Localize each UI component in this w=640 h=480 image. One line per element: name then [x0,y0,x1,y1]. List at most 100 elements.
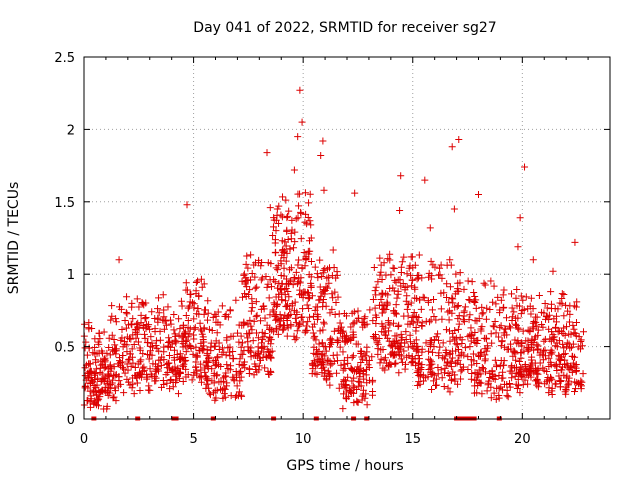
data-point [437,289,445,297]
data-point [243,330,251,338]
data-point [128,303,136,311]
data-point [370,263,378,271]
data-point-outlier [296,86,304,94]
data-point-outlier [448,143,456,151]
data-point [267,283,275,291]
data-point [371,287,379,295]
data-point [316,256,324,264]
data-point [193,370,201,378]
data-point [398,258,406,266]
data-point [100,328,108,336]
data-point [458,336,466,344]
data-point [311,369,319,377]
x-tick-label: 15 [404,432,421,447]
data-point [265,352,273,360]
data-point [253,311,261,319]
data-point [148,308,156,316]
data-point [569,340,577,348]
data-point [237,332,245,340]
data-point [541,300,549,308]
data-point [570,325,578,333]
data-point [92,358,100,366]
data-point [123,375,131,383]
data-point [202,373,210,381]
data-point [192,287,200,295]
data-point-outlier [317,151,325,159]
data-point [444,384,452,392]
data-point [106,361,114,369]
data-point [223,379,231,387]
data-point [468,330,476,338]
data-point [377,296,385,304]
data-point [564,307,572,315]
data-point [379,305,387,313]
data-point [460,307,468,315]
data-point [334,337,342,345]
data-point [106,351,114,359]
data-point [165,352,173,360]
data-point [400,312,408,320]
data-point [487,330,495,338]
data-point [372,283,380,291]
data-point [389,284,397,292]
data-point [298,290,306,298]
data-point [202,362,210,370]
data-point [295,278,303,286]
data-point [305,304,313,312]
data-point [240,270,248,278]
data-point [379,322,387,330]
data-point [372,291,380,299]
data-point [131,364,139,372]
data-point [278,247,286,255]
data-point [342,381,350,389]
data-point [508,313,516,321]
data-point [552,324,560,332]
data-point [464,353,472,361]
data-point [286,245,294,253]
data-point [408,253,416,261]
data-point [321,265,329,273]
data-point [417,364,425,372]
data-point [283,332,291,340]
data-point [241,290,249,298]
data-point [127,320,135,328]
data-point [560,291,568,298]
data-point [213,354,221,362]
data-point [561,350,569,358]
data-point [155,356,163,364]
data-point [160,343,168,351]
data-point [506,322,514,330]
data-point [369,296,377,304]
data-point [445,298,453,306]
data-point [203,345,211,353]
data-point [309,329,317,337]
data-point [86,380,94,388]
data-point [186,298,194,306]
data-point [443,280,451,288]
data-point [572,332,580,340]
data-point [129,380,137,388]
data-point [283,313,291,321]
data-point [333,369,341,377]
data-point [427,341,435,349]
data-point [429,348,437,356]
data-point [106,381,114,389]
data-point [514,337,522,345]
data-point [548,384,556,392]
data-point [530,317,538,325]
data-point [248,304,256,312]
data-point [134,338,142,346]
data-point [440,382,448,390]
data-point [310,343,318,351]
data-point [401,365,409,373]
data-point [447,376,455,384]
data-point [105,334,113,342]
data-point [359,355,367,363]
data-point [368,353,376,361]
data-point [92,391,100,399]
data-point [353,317,361,325]
data-point [284,212,292,220]
data-point [455,346,463,354]
data-point [518,340,526,348]
data-point [112,397,120,405]
